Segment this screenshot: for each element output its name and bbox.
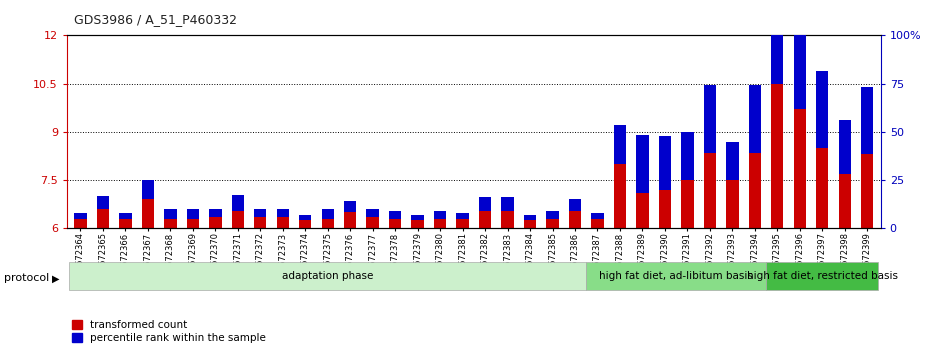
Bar xyxy=(839,174,851,228)
Bar xyxy=(457,213,469,219)
Bar xyxy=(434,219,446,228)
Bar xyxy=(165,209,177,219)
Legend: transformed count, percentile rank within the sample: transformed count, percentile rank withi… xyxy=(73,320,266,343)
Bar xyxy=(344,201,356,212)
Bar xyxy=(389,219,402,228)
Bar xyxy=(749,85,761,153)
Bar xyxy=(817,71,829,148)
Bar xyxy=(681,132,694,180)
Bar xyxy=(591,219,604,228)
Bar xyxy=(69,262,586,290)
Bar xyxy=(411,215,424,220)
Bar xyxy=(726,180,738,228)
Bar xyxy=(658,190,671,228)
Bar xyxy=(839,120,851,174)
Bar xyxy=(74,219,86,228)
Bar xyxy=(74,213,86,219)
Bar xyxy=(232,195,244,211)
Bar xyxy=(636,193,648,228)
Text: high fat diet, ad-libitum basis: high fat diet, ad-libitum basis xyxy=(599,271,753,281)
Bar xyxy=(771,84,783,228)
Bar xyxy=(322,219,334,228)
Bar xyxy=(704,85,716,153)
Bar xyxy=(141,199,154,228)
Bar xyxy=(479,211,491,228)
Bar xyxy=(681,180,694,228)
Bar xyxy=(322,209,334,219)
Bar xyxy=(119,213,131,219)
Text: protocol: protocol xyxy=(4,273,49,283)
Text: ▶: ▶ xyxy=(52,274,60,284)
Bar xyxy=(187,219,199,228)
Bar xyxy=(704,153,716,228)
Bar xyxy=(586,262,766,290)
Bar xyxy=(187,209,199,219)
Bar xyxy=(524,215,537,220)
Bar xyxy=(119,219,131,228)
Bar xyxy=(793,109,806,228)
Bar xyxy=(524,220,537,228)
Bar xyxy=(209,217,221,228)
Bar xyxy=(209,209,221,217)
Bar xyxy=(658,136,671,190)
Bar xyxy=(861,154,873,228)
Bar xyxy=(344,212,356,228)
Bar xyxy=(569,211,581,228)
Bar xyxy=(232,211,244,228)
Bar xyxy=(817,148,829,228)
Bar xyxy=(546,219,559,228)
Text: high fat diet, restricted basis: high fat diet, restricted basis xyxy=(747,271,897,281)
Bar xyxy=(434,211,446,219)
Bar xyxy=(165,219,177,228)
Bar xyxy=(366,209,379,217)
Bar xyxy=(457,219,469,228)
Bar xyxy=(771,0,783,84)
Bar xyxy=(614,164,626,228)
Bar xyxy=(766,262,879,290)
Bar xyxy=(861,87,873,154)
Bar xyxy=(793,0,806,109)
Bar xyxy=(501,211,513,228)
Bar xyxy=(299,215,312,220)
Bar xyxy=(614,125,626,164)
Bar xyxy=(546,211,559,219)
Bar xyxy=(97,209,109,228)
Bar xyxy=(254,217,267,228)
Text: GDS3986 / A_51_P460332: GDS3986 / A_51_P460332 xyxy=(74,13,237,26)
Bar xyxy=(254,209,267,217)
Bar xyxy=(636,135,648,193)
Bar xyxy=(366,217,379,228)
Bar xyxy=(501,197,513,211)
Bar xyxy=(749,153,761,228)
Bar xyxy=(276,209,289,217)
Bar xyxy=(479,197,491,211)
Bar xyxy=(97,195,109,209)
Bar xyxy=(299,220,312,228)
Bar xyxy=(591,213,604,219)
Bar xyxy=(389,211,402,219)
Bar xyxy=(726,142,738,180)
Bar xyxy=(569,199,581,211)
Bar xyxy=(411,220,424,228)
Text: adaptation phase: adaptation phase xyxy=(282,271,374,281)
Bar xyxy=(141,180,154,199)
Bar xyxy=(276,217,289,228)
